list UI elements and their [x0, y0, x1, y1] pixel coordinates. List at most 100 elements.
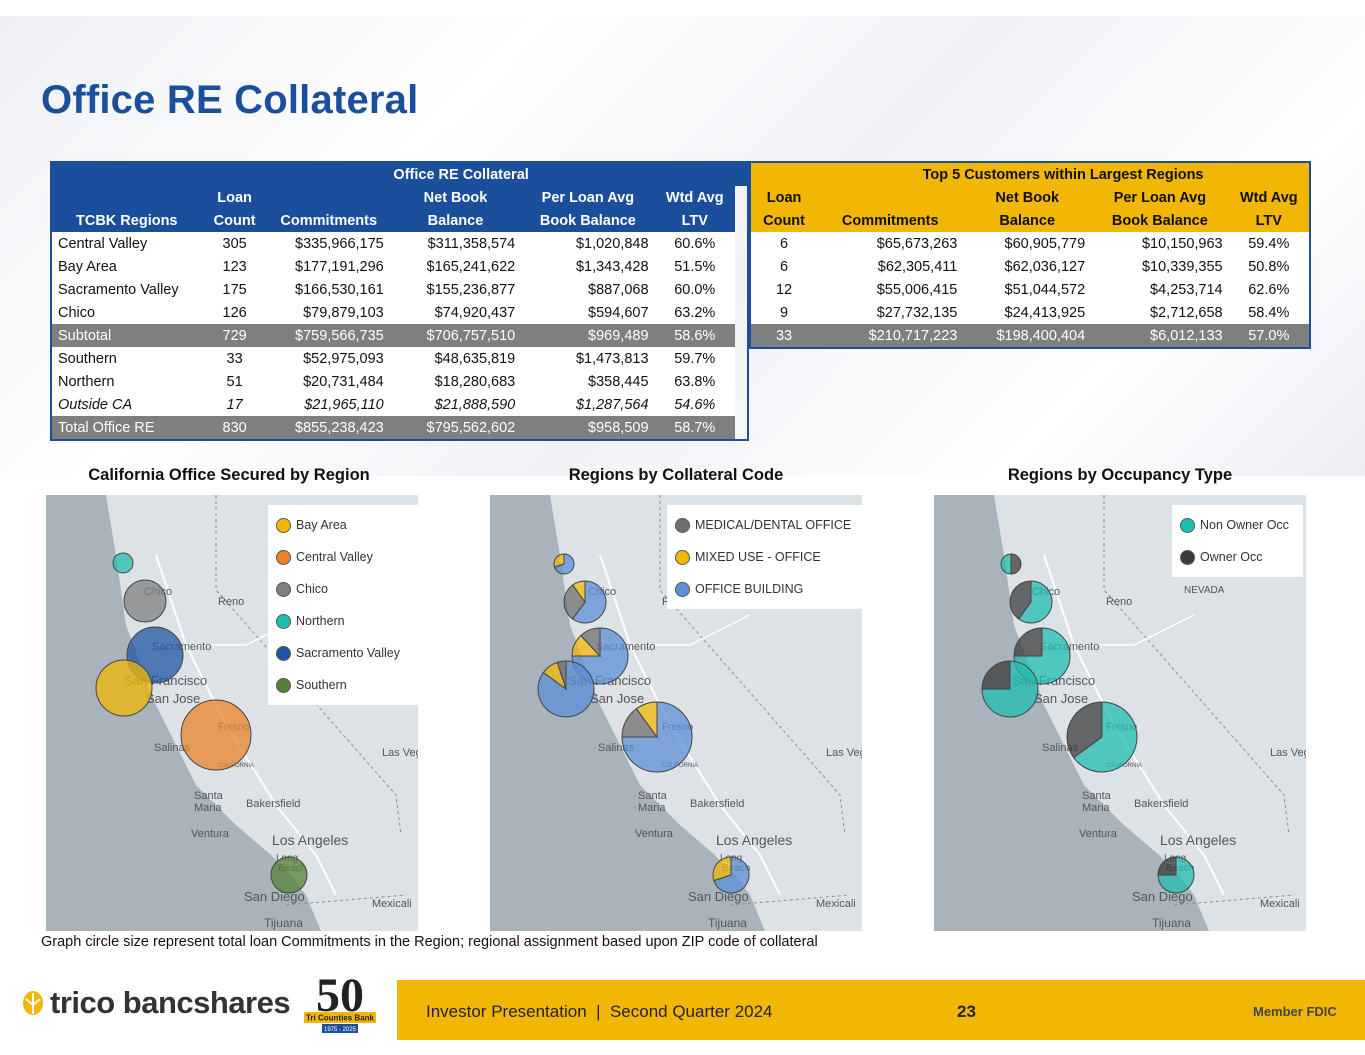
cell-ltv: 59.7%	[654, 347, 735, 370]
map-place-label: CALIFORNIA	[662, 763, 698, 769]
cell-commitments: $21,965,110	[267, 393, 390, 416]
map3-title: Regions by Occupancy Type	[1007, 466, 1233, 484]
table-row: 6 $65,673,263 $60,905,779 $10,150,963 59.4%	[750, 232, 1310, 255]
cell-ltv: 51.5%	[654, 255, 735, 278]
cell-ltv: 58.4%	[1228, 301, 1310, 324]
cell-count: 305	[201, 232, 268, 255]
table-row: 12 $55,006,415 $51,044,572 $4,253,714 62.6%	[750, 278, 1310, 301]
bubble-chico-slice	[571, 580, 607, 624]
anniversary-text: Tri Counties Bank	[306, 1014, 375, 1023]
cell-count: 6	[750, 255, 818, 278]
cell-netbook: $18,280,683	[389, 370, 522, 393]
cell-ltv: 54.6%	[654, 393, 735, 416]
state-border	[729, 894, 851, 906]
map-place-label: Santa	[1082, 790, 1112, 802]
map-place-label: San Jose	[1034, 691, 1088, 706]
cell-count: 12	[750, 278, 818, 301]
legend-dot-icon	[1180, 549, 1195, 565]
col-header-balance: Balance	[389, 209, 522, 232]
table-row: Sacramento Valley 175 $166,530,161 $155,236…	[51, 278, 748, 301]
table-row: Chico 126 $79,879,103 $74,920,437 $594,607 63…	[51, 301, 748, 324]
cell-commitments: $79,879,103	[267, 301, 390, 324]
table-row: Southern 33 $52,975,093 $48,635,819 $1,473,8…	[51, 347, 748, 370]
cell-commitments: $65,673,263	[817, 232, 964, 255]
bubble-sacramento-slice	[580, 627, 601, 658]
bubble-northern-slice	[553, 553, 565, 568]
cell-count: 175	[201, 278, 268, 301]
bubble-southern	[270, 856, 308, 894]
col-header-perloan: Per Loan Avg	[1091, 186, 1229, 209]
legend-dot-icon	[276, 613, 291, 629]
table-group-header: Top 5 Customers within Largest Regions	[817, 162, 1310, 186]
cell-perloan: $6,012,133	[1091, 324, 1229, 348]
cell-commitments: $55,006,415	[817, 278, 964, 301]
cell-commitments: $210,717,223	[817, 324, 964, 348]
map-place-label: Reno	[218, 596, 244, 608]
ocean-shape	[490, 495, 765, 931]
map-place-label: San Jose	[146, 691, 200, 706]
top5-customers-table: Top 5 Customers within Largest Regions L…	[749, 161, 1311, 349]
legend-label: MEDICAL/DENTAL OFFICE	[695, 518, 852, 532]
bubble-chico-slice	[563, 584, 586, 620]
cell-perloan: $10,150,963	[1091, 232, 1229, 255]
bubble-bay-area-slice	[981, 660, 1011, 690]
map-place-label: Tijuana	[264, 916, 303, 930]
cell-netbook: $74,920,437	[389, 301, 522, 324]
legend-item-owner: Owner Occ	[1180, 541, 1295, 573]
col-header-commitments: Commitments	[817, 209, 964, 232]
cell-commitments: $335,966,175	[267, 232, 390, 255]
col-header-netbook: Net Book	[963, 186, 1092, 209]
bubble-central-valley	[180, 699, 252, 771]
legend-dot-icon	[276, 581, 291, 597]
legend-label: Northern	[296, 614, 345, 628]
bubble-central-valley-slice	[621, 701, 693, 773]
legend-dot-icon	[675, 581, 690, 597]
legend-label: Owner Occ	[1200, 550, 1263, 564]
map-place-label: Tijuana	[708, 916, 747, 930]
legend-label: MIXED USE - OFFICE	[695, 550, 821, 564]
cell-commitments: $177,191,296	[267, 255, 390, 278]
bubble-chico-slice	[571, 580, 586, 604]
cell-perloan: $1,020,848	[521, 232, 655, 255]
cell-perloan: $10,339,355	[1091, 255, 1229, 278]
col-header-balance: Balance	[963, 209, 1092, 232]
legend-item-medical: MEDICAL/DENTAL OFFICE	[675, 509, 860, 541]
bubble-northern	[112, 552, 134, 574]
col-header-loan: Loan	[201, 186, 268, 209]
cell-ltv: 60.0%	[654, 278, 735, 301]
legend-item-mixed: MIXED USE - OFFICE	[675, 541, 860, 573]
col-header-netbook: Net Book	[389, 186, 522, 209]
table-row: 6 $62,305,411 $62,036,127 $10,339,355 50.8%	[750, 255, 1310, 278]
cell-perloan: $1,287,564	[521, 393, 655, 416]
office-re-table: Office RE Collateral Loan Net Book Per L…	[50, 161, 749, 441]
bubble-bay-area	[95, 659, 153, 717]
legend-dot-icon	[675, 549, 690, 565]
map-place-label: Bakersfield	[690, 798, 744, 810]
legend-label: Non Owner Occ	[1200, 518, 1289, 532]
legend-item-southern: Southern	[276, 669, 418, 701]
map-place-label: Los Angeles	[716, 832, 792, 848]
cell-ltv: 63.8%	[654, 370, 735, 393]
map-place-label: Maria	[638, 802, 666, 814]
cell-ltv: 62.6%	[1228, 278, 1310, 301]
cell-netbook: $48,635,819	[389, 347, 522, 370]
legend-dot-icon	[1180, 517, 1195, 533]
legend-item-office: OFFICE BUILDING	[675, 573, 860, 605]
company-logo: trico bancshares	[22, 985, 291, 1021]
cell-perloan: $2,712,658	[1091, 301, 1229, 324]
map-place-label: Santa	[638, 790, 668, 802]
trico-leaf-icon	[23, 991, 43, 1015]
page-title: Office RE Collateral	[41, 78, 419, 122]
cell-region: Subtotal	[51, 324, 202, 347]
bubble-central-valley-slice	[635, 701, 658, 739]
map-place-label: Bakersfield	[246, 798, 300, 810]
legend-dot-icon	[276, 517, 291, 533]
cell-commitments: $62,305,411	[817, 255, 964, 278]
cell-count: 6	[750, 232, 818, 255]
map2-legend: MEDICAL/DENTAL OFFICE MIXED USE - OFFICE…	[667, 505, 862, 609]
table-row: Northern 51 $20,731,484 $18,280,683 $358,445…	[51, 370, 748, 393]
california-map: NEVADAChicoRenoSacramentoSan FranciscoSa…	[934, 495, 1306, 931]
cell-count: 126	[201, 301, 268, 324]
cell-ltv: 59.4%	[1228, 232, 1310, 255]
